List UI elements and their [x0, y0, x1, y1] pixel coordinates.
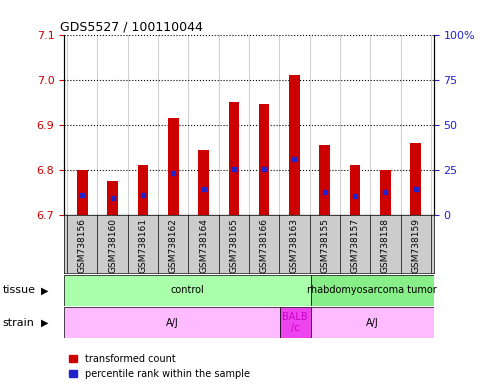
Text: tissue: tissue	[2, 285, 35, 295]
Bar	[107, 181, 118, 215]
Text: GSM738160: GSM738160	[108, 218, 117, 273]
Bar	[138, 166, 148, 215]
Bar	[350, 166, 360, 215]
Text: GSM738158: GSM738158	[381, 218, 390, 273]
Bar	[311, 275, 434, 306]
Text: rhabdomyosarcoma tumor: rhabdomyosarcoma tumor	[307, 285, 437, 295]
Text: strain: strain	[2, 318, 35, 328]
Bar	[64, 307, 280, 338]
Text: GSM738165: GSM738165	[229, 218, 238, 273]
Bar	[168, 118, 178, 215]
Text: GSM738161: GSM738161	[139, 218, 147, 273]
Text: GSM738156: GSM738156	[78, 218, 87, 273]
Bar	[64, 275, 311, 306]
Bar	[198, 150, 209, 215]
Text: GDS5527 / 100110044: GDS5527 / 100110044	[61, 20, 203, 33]
Bar	[229, 102, 239, 215]
Text: GSM738157: GSM738157	[351, 218, 359, 273]
Text: ▶: ▶	[41, 318, 48, 328]
Legend: transformed count, percentile rank within the sample: transformed count, percentile rank withi…	[69, 354, 249, 379]
Text: BALB
/c: BALB /c	[282, 312, 308, 333]
Text: A/J: A/J	[166, 318, 178, 328]
Text: GSM738159: GSM738159	[411, 218, 420, 273]
Text: ▶: ▶	[41, 285, 48, 295]
Bar	[280, 307, 311, 338]
Bar	[380, 170, 390, 215]
Text: GSM738163: GSM738163	[290, 218, 299, 273]
Text: control: control	[171, 285, 204, 295]
Text: GSM738166: GSM738166	[260, 218, 269, 273]
Text: GSM738164: GSM738164	[199, 218, 208, 273]
Bar	[311, 307, 434, 338]
Bar	[259, 104, 269, 215]
Bar	[289, 75, 300, 215]
Bar	[77, 170, 88, 215]
Text: GSM738162: GSM738162	[169, 218, 177, 273]
Text: GSM738155: GSM738155	[320, 218, 329, 273]
Bar	[319, 145, 330, 215]
Text: A/J: A/J	[366, 318, 379, 328]
Bar	[410, 143, 421, 215]
